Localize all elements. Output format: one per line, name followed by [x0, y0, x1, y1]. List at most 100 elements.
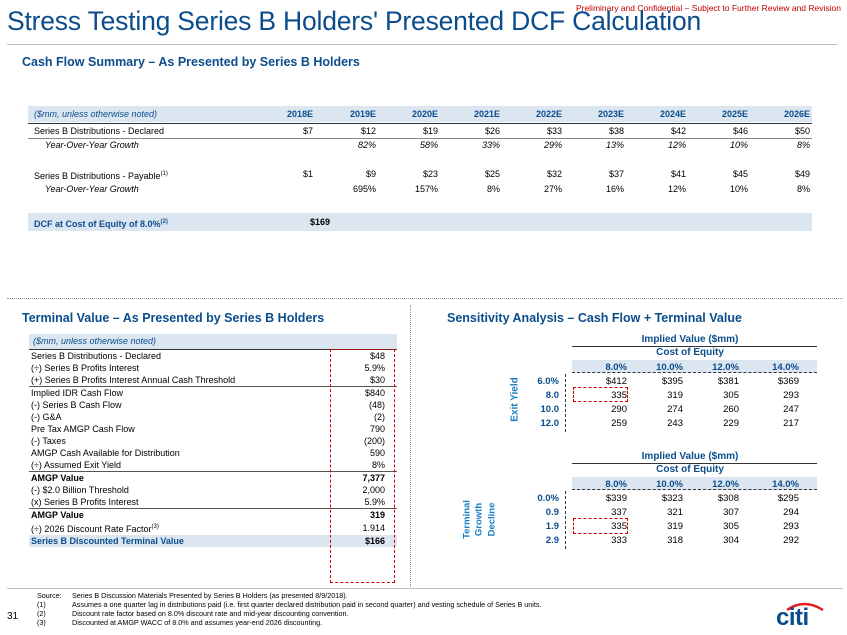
year-header: 2019E: [349, 109, 376, 119]
terminal-row-label-text: (÷) 2026 Discount Rate Factor: [31, 524, 152, 534]
terminal-units-label: ($mm, unless otherwise noted): [33, 336, 157, 346]
declared-value: $26: [484, 126, 500, 136]
terminal-row-label: (÷) Series B Profits Interest: [29, 362, 342, 374]
section-divider: [7, 298, 843, 299]
terminal-header-band: ($mm, unless otherwise noted): [29, 334, 397, 349]
table2-cell: 318: [667, 535, 683, 546]
terminal-row: (-) G&A (2): [29, 411, 397, 423]
table1-cell: $369: [777, 376, 799, 387]
declared-value: $33: [546, 126, 562, 136]
terminal-row-label: Implied IDR Cash Flow: [29, 386, 343, 399]
table2-cell: 304: [723, 535, 739, 546]
terminal-row-label: AMGP Value: [29, 508, 343, 521]
terminal-row-label-text: (x) Series B Profits Interest: [31, 497, 139, 507]
terminal-row-label: (÷) 2026 Discount Rate Factor(3): [29, 521, 342, 535]
table1-cell: 290: [611, 404, 627, 415]
table1-cell: 293: [783, 390, 799, 401]
terminal-row-value: (48): [368, 400, 385, 410]
terminal-row: (÷) 2026 Discount Rate Factor(3) 1.914: [29, 521, 397, 535]
table1-row-label: 10.0: [540, 404, 560, 415]
table2-row-label: 0.0%: [537, 493, 559, 504]
table2-cell: $295: [777, 493, 799, 504]
table2-cell: 335: [611, 521, 627, 532]
terminal-row: (÷) Assumed Exit Yield 8%: [29, 459, 397, 472]
payable-value: $9: [365, 169, 376, 179]
table2-cell: 292: [783, 535, 799, 546]
cash-flow-header-rule: [28, 123, 812, 124]
year-header: 2020E: [411, 109, 438, 119]
table2-title-rule: [572, 463, 817, 464]
cash-flow-units-label: ($mm, unless otherwise noted): [34, 109, 158, 119]
terminal-row-label: (+) Series B Profits Interest Annual Cas…: [29, 374, 342, 387]
table1-col-header: 10.0%: [656, 362, 683, 373]
dcf-label: DCF at Cost of Equity of 8.0%(2): [34, 217, 168, 230]
table1-row-rule: [565, 374, 566, 432]
table1-cell: 243: [667, 418, 683, 429]
declared-growth-value: 10%: [729, 140, 748, 150]
terminal-row-label-text: Series B Discounted Terminal Value: [31, 536, 184, 546]
sensitivity-table-terminal-growth: Implied Value ($mm) Cost of Equity 8.0% 1…: [447, 449, 822, 559]
table2-axis-label: Terminal Growth Decline: [462, 494, 522, 544]
year-header: 2018E: [286, 109, 313, 119]
terminal-row-label: (-) G&A: [29, 411, 342, 423]
year-header: 2022E: [535, 109, 562, 119]
terminal-row: (+) Series B Profits Interest Annual Cas…: [29, 374, 397, 387]
dcf-footnote-ref: (2): [160, 219, 168, 225]
terminal-row-value: 319: [342, 508, 397, 521]
footnote-number: (3): [37, 618, 46, 627]
cash-flow-header-band: [28, 106, 812, 122]
table2-cell: 307: [723, 507, 739, 518]
table1-cell: 229: [723, 418, 739, 429]
year-header: 2021E: [473, 109, 500, 119]
table2-subtitle: Cost of Equity: [656, 464, 724, 475]
year-header: 2026E: [783, 109, 810, 119]
terminal-row: AMGP Value 7,377: [29, 471, 397, 484]
table2-cell: 294: [783, 507, 799, 518]
table2-cell: 293: [783, 521, 799, 532]
declared-value: $12: [360, 126, 376, 136]
table1-row-label: 8.0: [545, 390, 559, 401]
table2-cell: $308: [717, 493, 739, 504]
table2-cell: 337: [611, 507, 627, 518]
table1-col-header: 14.0%: [772, 362, 799, 373]
table1-cell: 247: [783, 404, 799, 415]
source-label: Source:: [37, 591, 62, 600]
terminal-row-label-text: (-) G&A: [31, 412, 62, 422]
payable-value: $23: [422, 169, 438, 179]
terminal-row: Series B Discounted Terminal Value $166: [29, 535, 397, 547]
terminal-row: AMGP Cash Available for Distribution 590: [29, 447, 397, 459]
footnote-text: Assumes a one quarter lag in distributio…: [72, 600, 542, 609]
table2-cell: 321: [667, 507, 683, 518]
table2-col-header: 12.0%: [712, 479, 739, 490]
terminal-row-label-text: AMGP Value: [31, 510, 84, 520]
terminal-row-label-text: Implied IDR Cash Flow: [31, 388, 124, 398]
terminal-row-label: (-) $2.0 Billion Threshold: [29, 484, 342, 496]
terminal-row-value: 590: [369, 448, 385, 458]
terminal-row-value: 8%: [371, 460, 385, 470]
declared-value: $7: [302, 126, 313, 136]
citi-logo-text: citi: [776, 604, 809, 631]
table1-cell: 217: [783, 418, 799, 429]
table2-col-rule: [572, 489, 817, 490]
declared-label: Series B Distributions - Declared: [34, 126, 165, 136]
payable-value: $32: [546, 169, 562, 179]
payable-value: $1: [302, 169, 313, 179]
terminal-row: Pre Tax AMGP Cash Flow 790: [29, 423, 397, 435]
payable-growth-label: Year-Over-Year Growth: [45, 184, 139, 194]
terminal-row: Series B Distributions - Declared $48: [29, 350, 397, 362]
terminal-row-value: 790: [369, 424, 385, 434]
payable-label-text: Series B Distributions - Payable: [34, 171, 161, 181]
terminal-row-label-text: (-) $2.0 Billion Threshold: [31, 485, 129, 495]
terminal-row-label: Series B Distributions - Declared: [29, 350, 342, 362]
declared-growth-value: 12%: [667, 140, 686, 150]
terminal-row-value: $30: [369, 375, 385, 385]
terminal-row-label-text: (-) Taxes: [31, 436, 66, 446]
declared-growth-value: 29%: [543, 140, 562, 150]
terminal-row-value: $840: [342, 386, 397, 399]
table1-cell: $381: [717, 376, 739, 387]
table2-axis-label-1: Terminal: [461, 500, 473, 539]
table1-col-header: 8.0%: [605, 362, 627, 373]
terminal-row: (-) $2.0 Billion Threshold 2,000: [29, 484, 397, 496]
terminal-highlight-box: [330, 349, 395, 583]
terminal-row-value: $166: [342, 535, 397, 547]
